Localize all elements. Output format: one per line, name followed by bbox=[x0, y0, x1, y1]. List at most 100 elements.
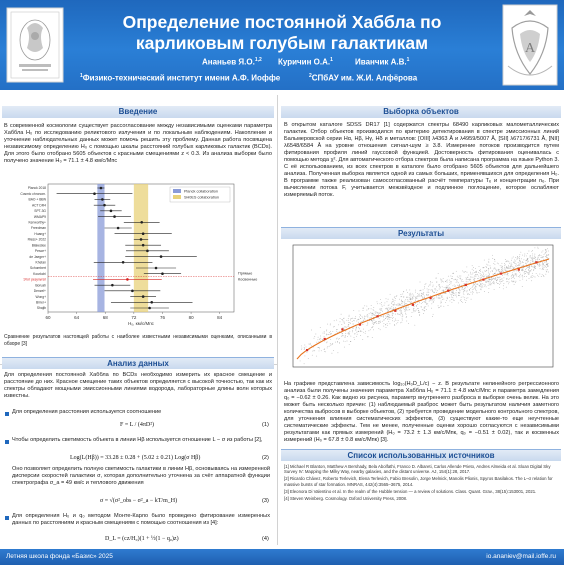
scatter-point bbox=[423, 292, 425, 293]
scatter-point bbox=[450, 278, 452, 280]
scatter-point bbox=[434, 291, 436, 293]
scatter-point bbox=[543, 269, 545, 270]
scatter-point bbox=[521, 258, 522, 260]
scatter-point bbox=[414, 291, 416, 293]
scatter-point bbox=[400, 300, 402, 302]
scatter-point bbox=[372, 312, 374, 314]
scatter-point bbox=[539, 273, 541, 275]
scatter-point bbox=[427, 303, 429, 305]
scatter-point bbox=[319, 348, 320, 350]
scatter-point bbox=[463, 289, 465, 291]
scatter-point bbox=[333, 326, 335, 328]
scatter-point bbox=[407, 298, 409, 300]
scatter-point bbox=[517, 262, 519, 264]
scatter-point bbox=[504, 265, 506, 267]
scatter-point bbox=[404, 303, 406, 305]
scatter-point bbox=[533, 270, 535, 272]
scatter-point bbox=[532, 253, 534, 255]
scatter-point bbox=[372, 327, 373, 329]
scatter-point bbox=[392, 311, 394, 313]
scatter-point bbox=[459, 277, 461, 279]
scatter-point bbox=[412, 293, 414, 295]
data-point bbox=[93, 192, 96, 196]
scatter-point bbox=[526, 271, 528, 273]
scatter-point bbox=[317, 339, 319, 341]
scatter-point bbox=[378, 328, 380, 330]
scatter-point bbox=[436, 281, 437, 283]
scatter-point bbox=[495, 277, 497, 278]
point-label: de Jaeger+ bbox=[29, 255, 46, 259]
scatter-point bbox=[502, 275, 503, 276]
scatter-point bbox=[330, 344, 332, 346]
separator-note: Прямые bbox=[238, 272, 252, 276]
scatter-point bbox=[327, 323, 329, 325]
scatter-point bbox=[443, 289, 445, 291]
scatter-point bbox=[475, 267, 476, 269]
scatter-point bbox=[527, 259, 529, 261]
scatter-point bbox=[339, 318, 341, 320]
point-label: Freedman bbox=[31, 226, 46, 230]
analysis-bullet-3: Для определения H₀ и q₀ методом Монте-Ка… bbox=[12, 513, 270, 527]
scatter-point bbox=[479, 268, 481, 270]
scatter-point bbox=[541, 257, 543, 259]
scatter-point bbox=[430, 289, 432, 291]
scatter-point bbox=[331, 343, 333, 345]
scatter-point bbox=[397, 313, 399, 314]
scatter-point bbox=[385, 298, 387, 300]
scatter-point bbox=[544, 265, 546, 267]
scatter-point bbox=[400, 313, 402, 314]
scatter-point bbox=[360, 315, 361, 317]
scatter-point bbox=[364, 319, 366, 321]
scatter-point bbox=[392, 307, 394, 309]
scatter-point bbox=[474, 284, 476, 286]
scatter-point bbox=[542, 262, 544, 264]
results-section: Результаты bbox=[281, 227, 561, 239]
scatter-point bbox=[538, 255, 539, 257]
scatter-point bbox=[545, 260, 547, 262]
scatter-point bbox=[483, 285, 485, 287]
scatter-point bbox=[528, 265, 530, 267]
scatter-point bbox=[415, 309, 417, 311]
scatter-point bbox=[499, 265, 501, 267]
scatter-point bbox=[546, 262, 548, 264]
scatter-point bbox=[537, 260, 539, 262]
scatter-point bbox=[314, 336, 316, 337]
scatter-point bbox=[301, 347, 303, 349]
scatter-point bbox=[491, 270, 493, 271]
data-point bbox=[116, 226, 120, 230]
scatter-point bbox=[453, 284, 455, 286]
scatter-point bbox=[389, 323, 391, 325]
scatter-point bbox=[543, 261, 545, 263]
scatter-point bbox=[465, 279, 467, 281]
scatter-point bbox=[339, 321, 341, 323]
scatter-point bbox=[451, 292, 453, 294]
scatter-point bbox=[446, 298, 448, 300]
scatter-point bbox=[423, 307, 425, 309]
scatter-point bbox=[519, 264, 521, 266]
scatter-point bbox=[505, 274, 507, 276]
scatter-point bbox=[420, 290, 422, 292]
scatter-point bbox=[496, 269, 498, 271]
scatter-point bbox=[546, 254, 548, 256]
footer-email[interactable]: io.ananiev@mail.ioffe.ru bbox=[486, 553, 556, 560]
scatter-point bbox=[373, 309, 375, 311]
scatter-point bbox=[428, 294, 430, 296]
scatter-point bbox=[441, 280, 443, 282]
scatter-point bbox=[370, 317, 372, 318]
scatter-point bbox=[537, 256, 539, 258]
point-label: Этот результат bbox=[23, 278, 46, 282]
scatter-point bbox=[522, 269, 524, 271]
scatter-point bbox=[517, 276, 519, 277]
scatter-point bbox=[432, 291, 433, 293]
scatter-point bbox=[542, 255, 544, 257]
scatter-point bbox=[352, 331, 353, 333]
scatter-point bbox=[502, 271, 504, 273]
scatter-point bbox=[300, 348, 302, 350]
scatter-point bbox=[387, 318, 389, 320]
scatter-point bbox=[528, 274, 530, 276]
scatter-point bbox=[521, 261, 523, 263]
scatter-point bbox=[456, 275, 458, 277]
scatter-point bbox=[432, 313, 434, 315]
scatter-point bbox=[374, 322, 376, 323]
scatter-point bbox=[464, 286, 466, 288]
